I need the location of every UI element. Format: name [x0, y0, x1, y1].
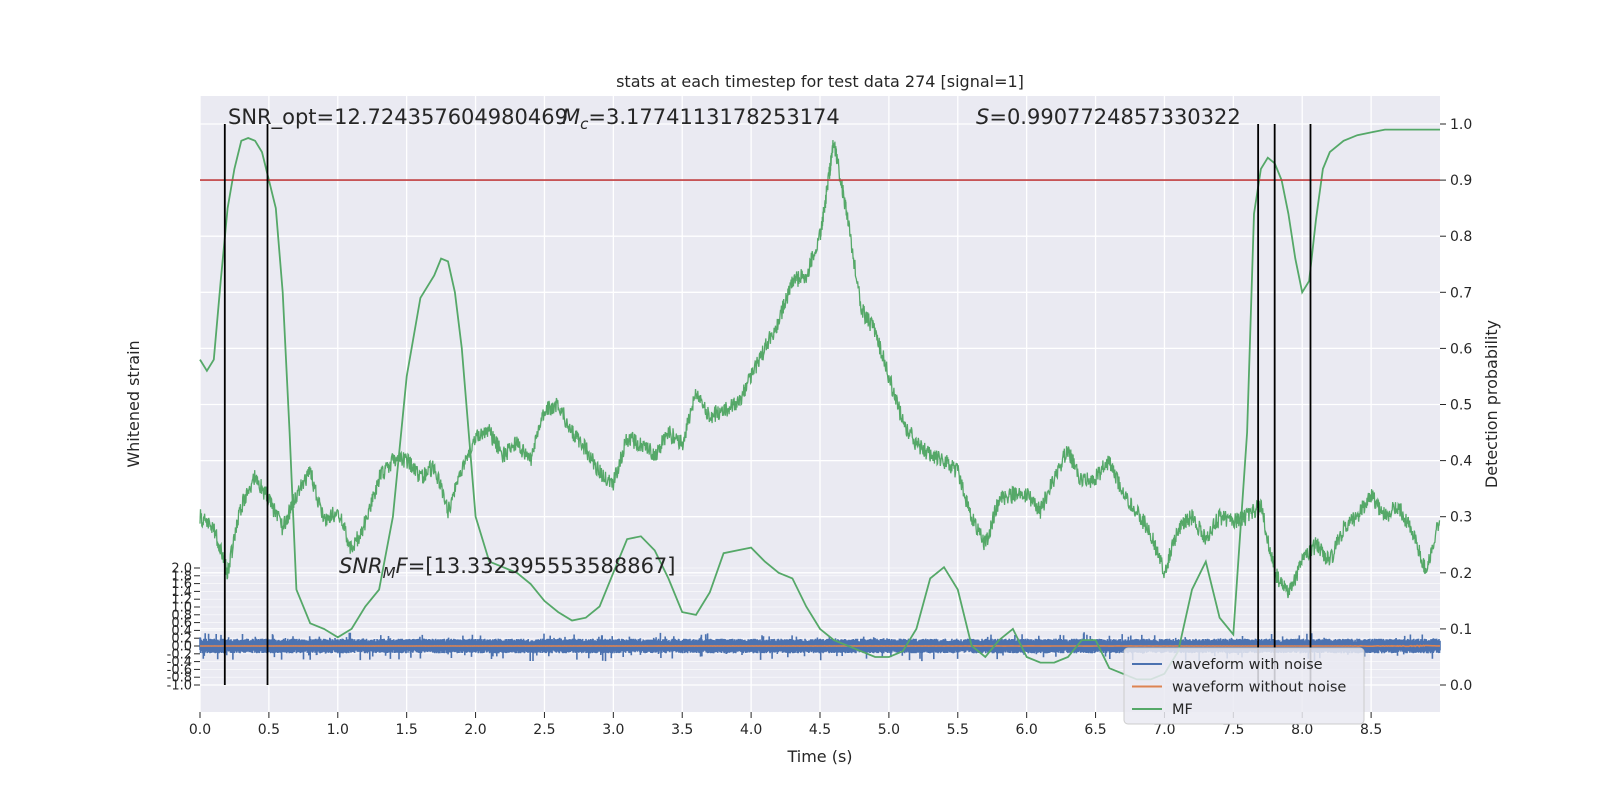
- right-tick-label: 0.4: [1450, 454, 1472, 470]
- x-tick-label: 5.0: [878, 722, 900, 738]
- left-tick-label: 1.4: [171, 585, 192, 600]
- x-tick-label: 6.0: [1016, 722, 1038, 738]
- left-axis: -1.0-0.8-0.6-0.4-0.20.00.20.40.60.81.01.…: [167, 562, 200, 694]
- x-tick-label: 0.5: [258, 722, 280, 738]
- x-tick-label: 5.5: [947, 722, 969, 738]
- x-tick-label: 4.5: [809, 722, 831, 738]
- left-tick-label: 0.8: [171, 608, 192, 623]
- series-mf: [199, 128, 1440, 681]
- left-tick-label: 0.6: [171, 616, 192, 631]
- x-tick-label: 8.5: [1360, 722, 1382, 738]
- y-axis-label-right: Detection probability: [1482, 320, 1501, 488]
- right-tick-label: 0.7: [1450, 285, 1472, 301]
- snr-mf-subscript: M: [383, 564, 396, 582]
- chirp-mass-subscript: c: [580, 115, 589, 133]
- left-tick-label: 1.8: [171, 569, 192, 584]
- series-detection-statistic: [199, 140, 1441, 599]
- x-tick-label: 1.0: [327, 722, 349, 738]
- snr-mf-annotation: SNRMF=[13.332395553588867]: [339, 554, 675, 582]
- x-tick-label: 2.5: [533, 722, 555, 738]
- legend-box: [1123, 647, 1365, 725]
- left-tick-label: -1.0: [167, 679, 192, 694]
- s-annotation: S=0.9907724857330322: [976, 105, 1241, 129]
- chirp-mass-value: =3.1774113178253174: [588, 105, 839, 129]
- legend-label: waveform without noise: [1172, 680, 1346, 696]
- left-tick-label: -0.6: [167, 663, 192, 678]
- x-tick-label: 6.5: [1084, 722, 1106, 738]
- s-value: =0.9907724857330322: [989, 105, 1240, 129]
- chart-title: stats at each timestep for test data 274…: [616, 72, 1024, 91]
- x-tick-label: 7.5: [1222, 722, 1244, 738]
- snr-opt-annotation: SNR_opt=12.724357604980469: [228, 105, 568, 130]
- x-axis: 0.0 0.5 1.0 1.5 2.0 2.5 3.0 3.5 4.0 4.5 5.0 5.5 6.0 6…: [189, 712, 1382, 738]
- legend-label: waveform with noise: [1172, 657, 1323, 673]
- x-axis-label: Time (s): [786, 747, 852, 766]
- chirp-mass-annotation: Mc=3.1774113178253174: [562, 105, 840, 133]
- left-tick-label: 2.0: [171, 562, 192, 577]
- right-tick-label: 0.3: [1450, 510, 1472, 526]
- left-tick-label: 1.0: [171, 601, 192, 616]
- x-tick-label: 2.0: [464, 722, 486, 738]
- x-tick-label: 8.0: [1291, 722, 1313, 738]
- left-tick-label: 0.0: [171, 640, 192, 655]
- right-tick-label: 0.8: [1450, 229, 1472, 245]
- right-tick-label: 0.5: [1450, 398, 1472, 414]
- s-symbol: S: [976, 105, 989, 129]
- x-tick-label: 0.0: [189, 722, 211, 738]
- legend-label: MF: [1172, 702, 1193, 718]
- left-tick-label: 1.6: [171, 577, 192, 592]
- right-tick-label: 0.2: [1450, 566, 1472, 582]
- left-tick-label: 1.2: [171, 593, 192, 608]
- right-tick-label: 0.1: [1450, 622, 1472, 638]
- y-axis-label-left: Whitened strain: [124, 340, 143, 467]
- right-tick-label: 0.0: [1450, 678, 1472, 694]
- left-tick-label: -0.8: [167, 671, 192, 686]
- x-tick-label: 3.0: [602, 722, 624, 738]
- reference-lines: [200, 124, 1440, 685]
- left-tick-label: -0.2: [167, 647, 192, 662]
- x-tick-label: 1.5: [396, 722, 418, 738]
- right-tick-label: 0.6: [1450, 341, 1472, 357]
- right-axis: 0.0 0.1 0.2 0.3 0.4 0.5 0.6 0.7 0.8 0.9 1.0: [1440, 117, 1472, 694]
- x-tick-label: 7.0: [1153, 722, 1175, 738]
- x-tick-label: 3.5: [671, 722, 693, 738]
- left-tick-label: 0.2: [171, 632, 192, 647]
- series-layer: [199, 128, 1441, 681]
- left-tick-label: 0.4: [171, 624, 192, 639]
- snr-mf-symbol: SNR: [339, 554, 383, 578]
- right-tick-label: 1.0: [1450, 117, 1472, 133]
- series-waveform-without-noise: [200, 644, 1440, 648]
- chirp-mass-symbol: M: [562, 105, 580, 129]
- legend: waveform with noise waveform without nois…: [1123, 647, 1365, 725]
- snr-mf-symbol-tail: F: [396, 554, 409, 578]
- left-tick-label: -0.4: [167, 655, 192, 670]
- snr-mf-value: =[13.332395553588867]: [408, 554, 676, 578]
- right-tick-label: 0.9: [1450, 173, 1472, 189]
- x-tick-label: 4.0: [740, 722, 762, 738]
